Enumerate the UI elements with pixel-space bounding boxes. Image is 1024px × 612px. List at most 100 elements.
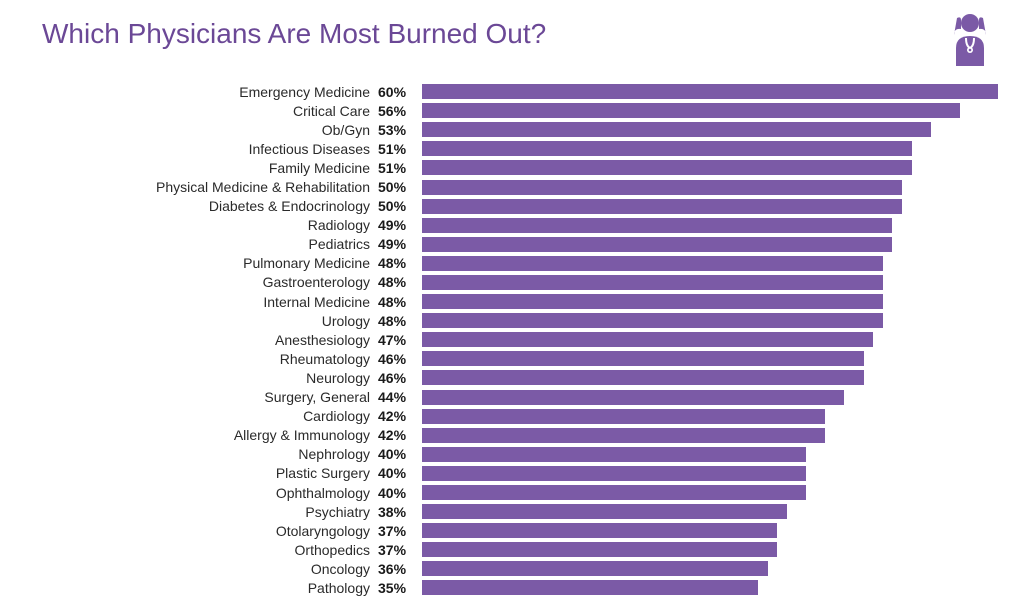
chart-row-value: 38% bbox=[378, 504, 422, 520]
chart-bar bbox=[422, 485, 806, 500]
chart-bar-track bbox=[422, 218, 998, 233]
chart-row-value: 40% bbox=[378, 485, 422, 501]
chart-row: Rheumatology46% bbox=[0, 349, 1024, 368]
chart-row-value: 48% bbox=[378, 294, 422, 310]
chart-row-value: 53% bbox=[378, 122, 422, 138]
chart-bar bbox=[422, 294, 883, 309]
chart-bar-track bbox=[422, 485, 998, 500]
chart-row: Internal Medicine48% bbox=[0, 292, 1024, 311]
chart-row-label: Family Medicine bbox=[0, 160, 378, 176]
chart-row-label: Radiology bbox=[0, 217, 378, 233]
chart-row-value: 48% bbox=[378, 255, 422, 271]
chart-row-value: 40% bbox=[378, 446, 422, 462]
chart-bar bbox=[422, 199, 902, 214]
chart-row: Critical Care56% bbox=[0, 101, 1024, 120]
chart-bar-track bbox=[422, 370, 998, 385]
chart-row-label: Cardiology bbox=[0, 408, 378, 424]
chart-bar bbox=[422, 237, 892, 252]
chart-row: Plastic Surgery40% bbox=[0, 464, 1024, 483]
chart-row-value: 60% bbox=[378, 84, 422, 100]
chart-row-label: Psychiatry bbox=[0, 504, 378, 520]
chart-bar-track bbox=[422, 237, 998, 252]
chart-row: Anesthesiology47% bbox=[0, 330, 1024, 349]
chart-row-label: Pathology bbox=[0, 580, 378, 596]
chart-row-value: 37% bbox=[378, 523, 422, 539]
chart-bar bbox=[422, 141, 912, 156]
chart-row-label: Oncology bbox=[0, 561, 378, 577]
chart-row: Ob/Gyn53% bbox=[0, 120, 1024, 139]
chart-row-label: Pediatrics bbox=[0, 236, 378, 252]
chart-bar-track bbox=[422, 466, 998, 481]
chart-row-label: Anesthesiology bbox=[0, 332, 378, 348]
chart-row: Physical Medicine & Rehabilitation50% bbox=[0, 177, 1024, 196]
chart-bar bbox=[422, 370, 864, 385]
chart-row-value: 49% bbox=[378, 236, 422, 252]
chart-bar bbox=[422, 523, 777, 538]
chart-bar-track bbox=[422, 122, 998, 137]
chart-row-value: 47% bbox=[378, 332, 422, 348]
chart-bar bbox=[422, 180, 902, 195]
chart-bar bbox=[422, 351, 864, 366]
chart-bar-track bbox=[422, 160, 998, 175]
chart-bar-track bbox=[422, 84, 998, 99]
chart-row: Nephrology40% bbox=[0, 445, 1024, 464]
chart-row: Urology48% bbox=[0, 311, 1024, 330]
chart-row: Neurology46% bbox=[0, 368, 1024, 387]
chart-row: Orthopedics37% bbox=[0, 540, 1024, 559]
chart-row-label: Surgery, General bbox=[0, 389, 378, 405]
chart-bar-track bbox=[422, 351, 998, 366]
chart-row: Otolaryngology37% bbox=[0, 521, 1024, 540]
chart-bar bbox=[422, 84, 998, 99]
chart-row: Oncology36% bbox=[0, 559, 1024, 578]
chart-row-label: Physical Medicine & Rehabilitation bbox=[0, 179, 378, 195]
chart-row-label: Ob/Gyn bbox=[0, 122, 378, 138]
chart-row-label: Rheumatology bbox=[0, 351, 378, 367]
chart-row-value: 50% bbox=[378, 198, 422, 214]
chart-bar-track bbox=[422, 294, 998, 309]
chart-bar-track bbox=[422, 428, 998, 443]
chart-row-label: Pulmonary Medicine bbox=[0, 255, 378, 271]
chart-bar-track bbox=[422, 542, 998, 557]
chart-row: Infectious Diseases51% bbox=[0, 139, 1024, 158]
chart-row: Cardiology42% bbox=[0, 407, 1024, 426]
chart-bar-track bbox=[422, 504, 998, 519]
chart-row-value: 48% bbox=[378, 313, 422, 329]
chart-bar bbox=[422, 504, 787, 519]
chart-row-value: 37% bbox=[378, 542, 422, 558]
chart-row-value: 56% bbox=[378, 103, 422, 119]
chart-row: Gastroenterology48% bbox=[0, 273, 1024, 292]
chart-bar bbox=[422, 160, 912, 175]
chart-row: Family Medicine51% bbox=[0, 158, 1024, 177]
chart-bar-track bbox=[422, 332, 998, 347]
chart-bar bbox=[422, 428, 825, 443]
chart-row-label: Orthopedics bbox=[0, 542, 378, 558]
chart-row-value: 50% bbox=[378, 179, 422, 195]
chart-bar bbox=[422, 256, 883, 271]
chart-bar bbox=[422, 103, 960, 118]
chart-bar-track bbox=[422, 390, 998, 405]
chart-row-label: Neurology bbox=[0, 370, 378, 386]
chart-row-label: Plastic Surgery bbox=[0, 465, 378, 481]
chart-row-label: Critical Care bbox=[0, 103, 378, 119]
chart-row-value: 46% bbox=[378, 351, 422, 367]
chart-row-value: 48% bbox=[378, 274, 422, 290]
chart-row: Ophthalmology40% bbox=[0, 483, 1024, 502]
chart-row: Diabetes & Endocrinology50% bbox=[0, 197, 1024, 216]
chart-row: Pediatrics49% bbox=[0, 235, 1024, 254]
chart-bar bbox=[422, 313, 883, 328]
chart-row: Pulmonary Medicine48% bbox=[0, 254, 1024, 273]
chart-bar bbox=[422, 390, 844, 405]
chart-bar-track bbox=[422, 523, 998, 538]
chart-bar-track bbox=[422, 409, 998, 424]
chart-row: Psychiatry38% bbox=[0, 502, 1024, 521]
chart-row: Emergency Medicine60% bbox=[0, 82, 1024, 101]
chart-row: Allergy & Immunology42% bbox=[0, 426, 1024, 445]
chart-bar bbox=[422, 332, 873, 347]
chart-row-label: Nephrology bbox=[0, 446, 378, 462]
chart-bar bbox=[422, 447, 806, 462]
chart-bar-track bbox=[422, 447, 998, 462]
chart-row-value: 35% bbox=[378, 580, 422, 596]
chart-bar-track bbox=[422, 180, 998, 195]
chart-row-value: 49% bbox=[378, 217, 422, 233]
chart-bar bbox=[422, 542, 777, 557]
